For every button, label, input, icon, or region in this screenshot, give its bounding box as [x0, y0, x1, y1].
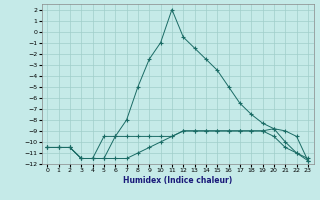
X-axis label: Humidex (Indice chaleur): Humidex (Indice chaleur) — [123, 176, 232, 185]
